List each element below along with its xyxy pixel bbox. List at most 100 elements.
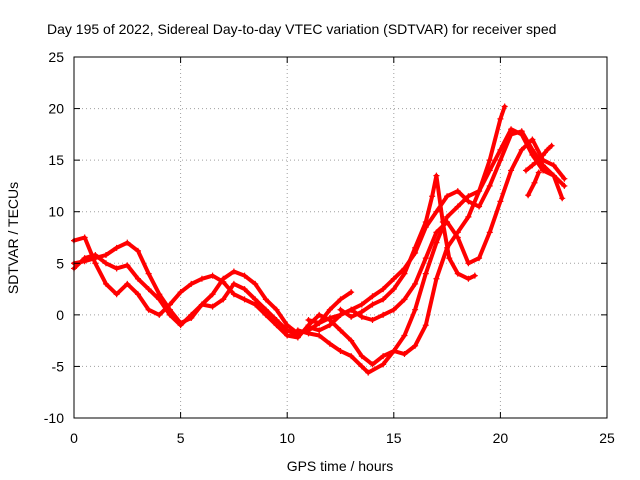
data-point: [305, 330, 312, 337]
data-point: [390, 286, 397, 293]
data-point: [284, 332, 291, 339]
data-point: [540, 151, 547, 158]
data-point: [369, 317, 376, 324]
data-point: [92, 260, 99, 267]
data-point: [262, 311, 269, 318]
data-point: [92, 252, 99, 259]
data-point: [422, 322, 429, 329]
data-point: [209, 291, 216, 298]
data-point: [348, 289, 355, 296]
data-point: [401, 351, 408, 358]
data-point: [209, 272, 216, 279]
data-point: [422, 270, 429, 277]
data-point: [433, 208, 440, 215]
data-point: [326, 306, 333, 313]
data-point: [166, 301, 173, 308]
x-tick-label: 25: [599, 430, 615, 446]
y-tick-label: 5: [56, 255, 64, 271]
data-point: [145, 306, 152, 313]
data-point: [124, 239, 131, 246]
data-point: [252, 301, 259, 308]
data-point: [156, 291, 163, 298]
data-point: [531, 179, 538, 186]
y-tick-label: 10: [48, 204, 64, 220]
data-point: [284, 327, 291, 334]
data-point: [380, 286, 387, 293]
data-point: [486, 182, 493, 189]
data-point: [486, 167, 493, 174]
data-point: [508, 167, 515, 174]
chart-title: Day 195 of 2022, Sidereal Day-to-day VTE…: [47, 21, 556, 37]
data-point: [390, 306, 397, 313]
data-point: [230, 291, 237, 298]
data-point: [273, 317, 280, 324]
data-point: [497, 157, 504, 164]
data-point: [337, 306, 344, 313]
series-line: [295, 127, 565, 375]
data-point: [465, 198, 472, 205]
data-point: [454, 188, 461, 195]
data-point: [369, 361, 376, 368]
data-point: [348, 313, 355, 320]
data-point: [134, 291, 141, 298]
data-point: [412, 342, 419, 349]
data-point: [380, 296, 387, 303]
x-tick-label: 10: [279, 430, 295, 446]
data-point: [465, 275, 472, 282]
data-point: [380, 353, 387, 360]
data-point: [252, 280, 259, 287]
series-track-5: [305, 136, 568, 327]
data-point: [476, 203, 483, 210]
series-line: [524, 143, 554, 173]
x-tick-label: 15: [386, 430, 402, 446]
data-point: [433, 239, 440, 246]
data-point: [145, 270, 152, 277]
data-point: [134, 247, 141, 254]
data-point: [497, 115, 504, 122]
data-point: [525, 192, 532, 199]
data-point: [305, 324, 312, 331]
data-point: [444, 213, 451, 220]
series-track-7: [522, 142, 555, 174]
data-point: [422, 255, 429, 262]
data-point: [166, 311, 173, 318]
data-point: [529, 136, 536, 143]
data-point: [429, 193, 436, 200]
x-axis-label: GPS time / hours: [287, 458, 394, 474]
data-point: [433, 275, 440, 282]
data-point: [102, 260, 109, 267]
data-point: [348, 337, 355, 344]
y-axis-label: SDTVAR / TECUs: [5, 182, 21, 294]
data-point: [446, 255, 453, 262]
data-point: [198, 301, 205, 308]
data-point: [316, 311, 323, 318]
data-point: [124, 280, 131, 287]
data-point: [316, 320, 323, 327]
data-point: [369, 293, 376, 300]
data-point: [412, 280, 419, 287]
data-point: [412, 244, 419, 251]
data-point: [522, 167, 529, 174]
data-point: [561, 175, 568, 182]
data-point: [134, 275, 141, 282]
x-tick-label: 5: [177, 430, 185, 446]
plot-frame: [73, 56, 608, 419]
data-point: [548, 142, 555, 149]
data-point: [102, 252, 109, 259]
series-line: [72, 104, 507, 367]
data-point: [486, 229, 493, 236]
series-track-6: [337, 172, 478, 320]
data-point: [380, 311, 387, 318]
data-point: [326, 340, 333, 347]
data-point: [337, 311, 344, 318]
y-tick-label: -10: [44, 410, 64, 426]
data-point: [124, 262, 131, 269]
y-tick-label: 0: [56, 307, 64, 323]
data-point: [220, 278, 227, 285]
data-point: [561, 182, 568, 189]
data-point: [465, 260, 472, 267]
data-point: [390, 347, 397, 354]
data-point: [465, 213, 472, 220]
data-point: [365, 369, 372, 376]
